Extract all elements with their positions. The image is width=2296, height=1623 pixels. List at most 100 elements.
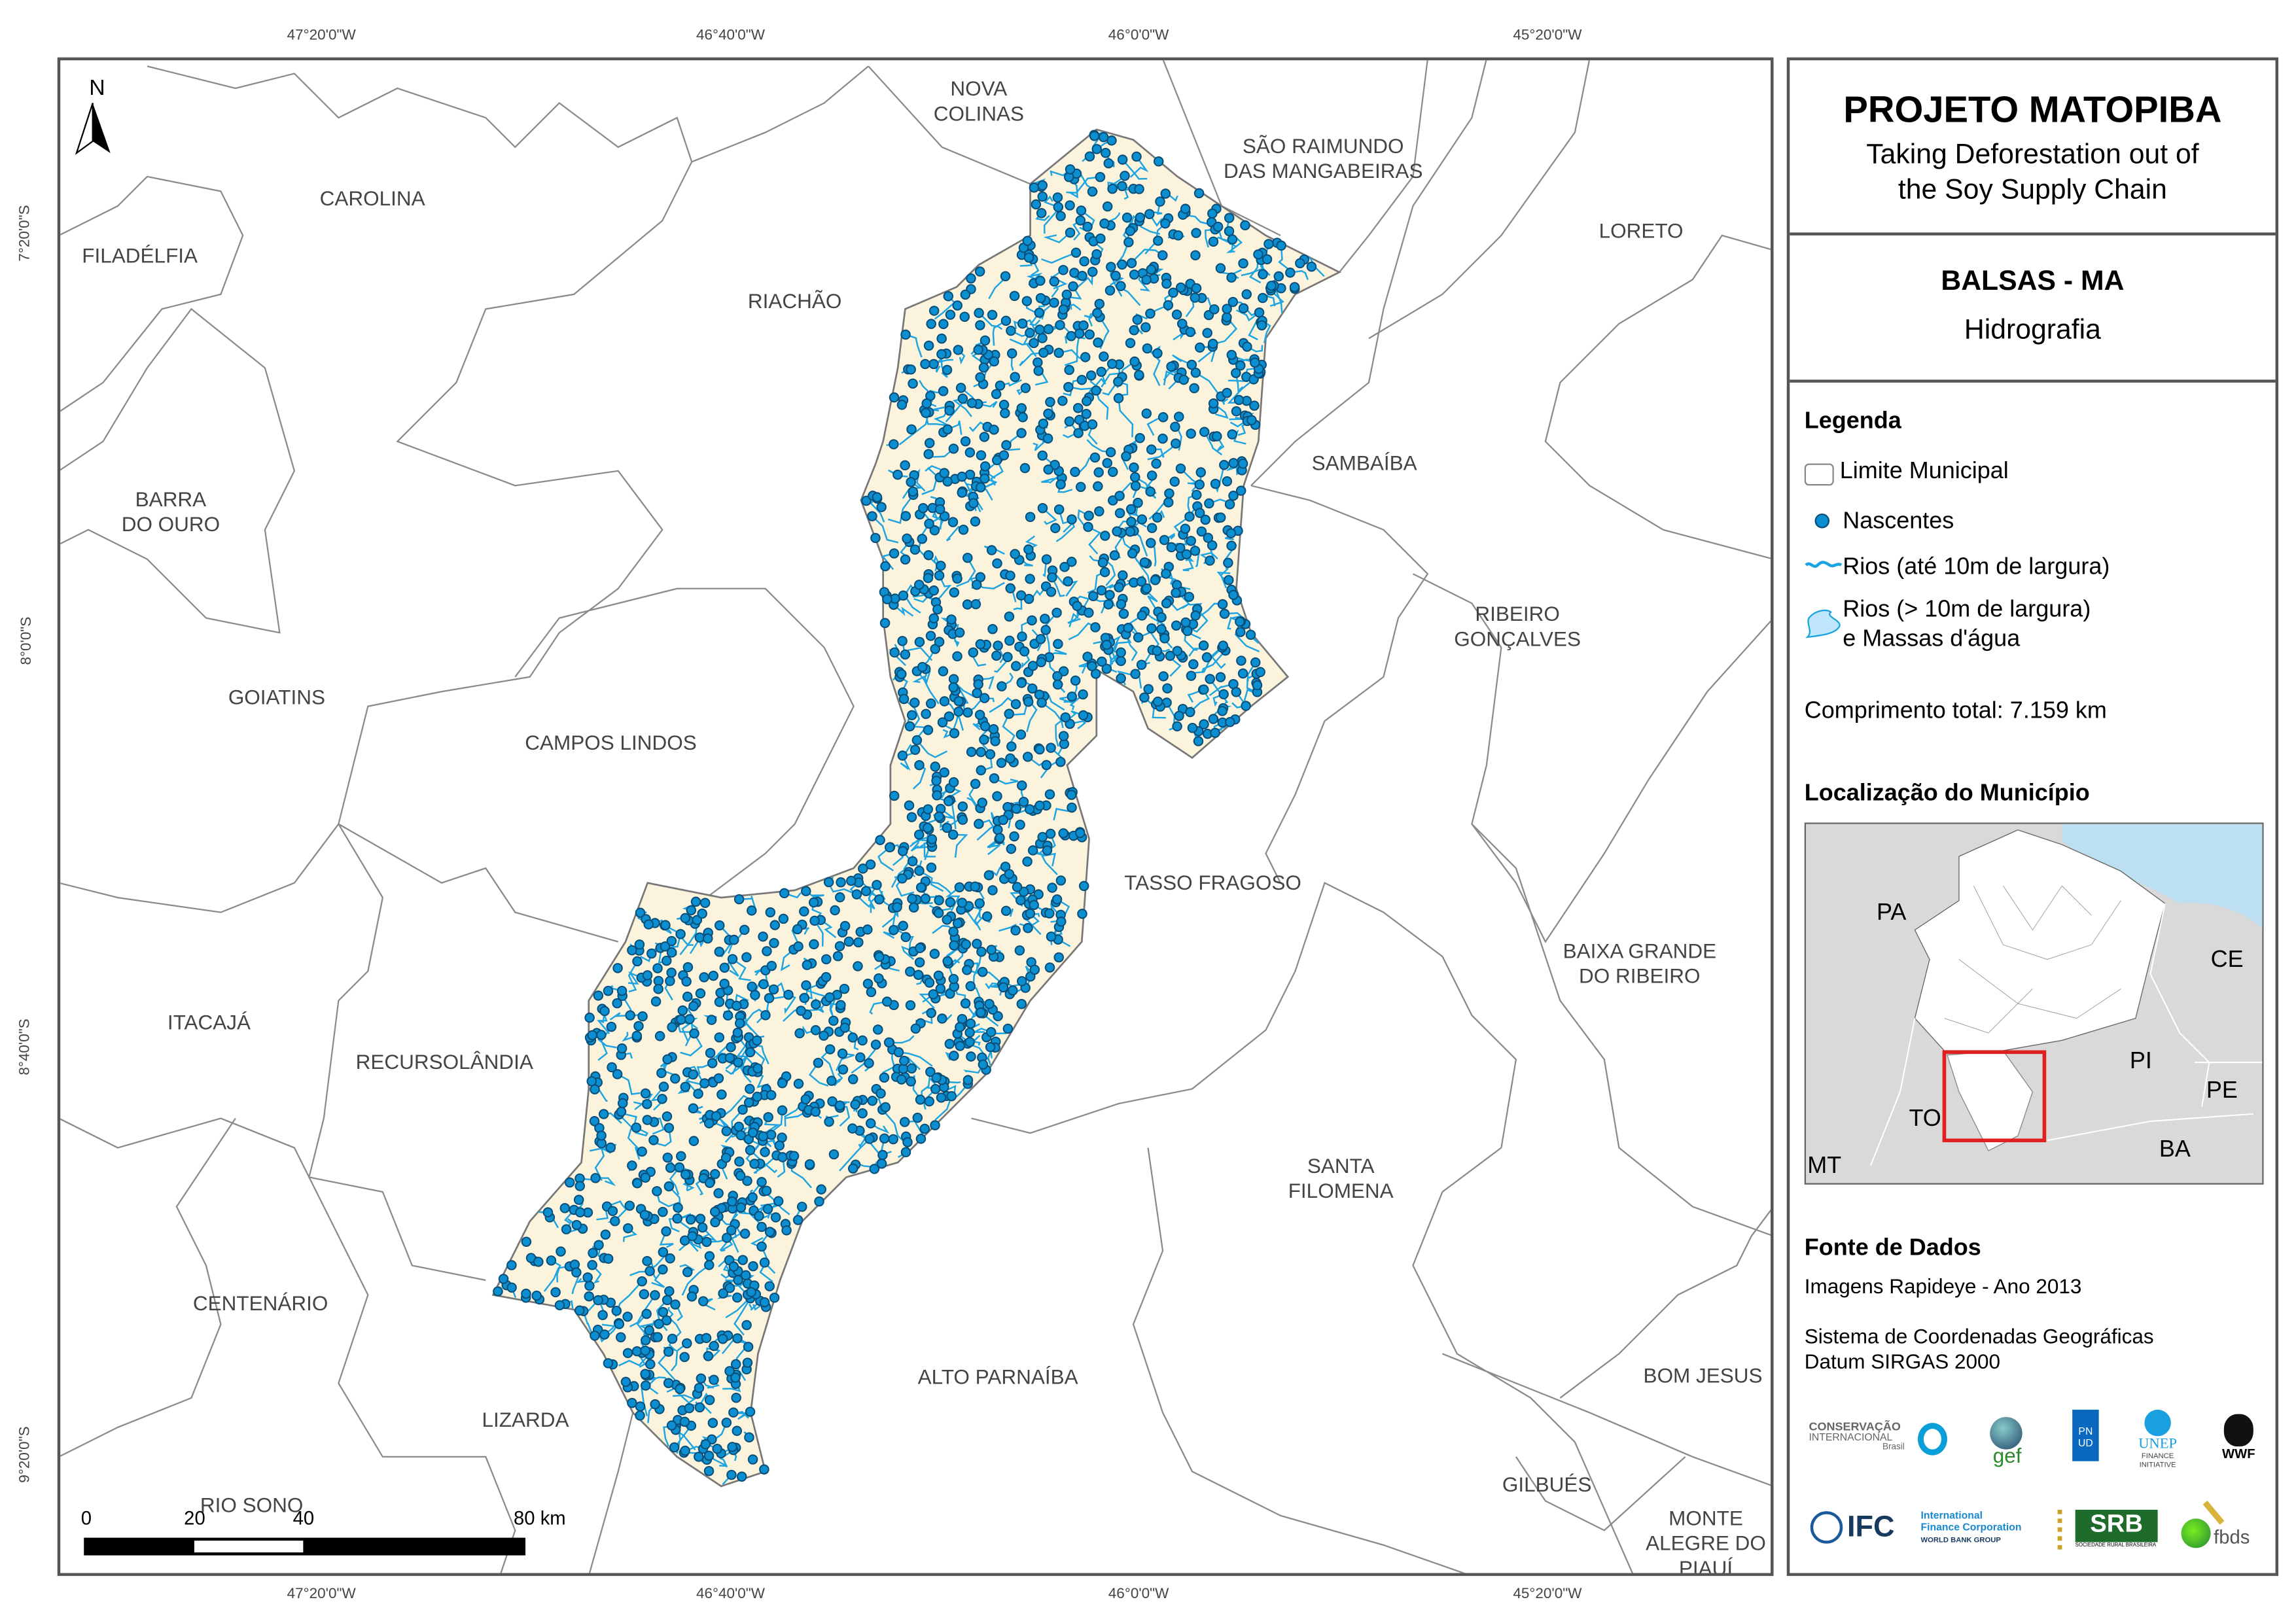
spring-point (1253, 249, 1263, 260)
spring-point (942, 956, 953, 967)
river-segment (830, 886, 857, 896)
spring-point (665, 1253, 675, 1264)
spring-point (1227, 296, 1239, 307)
river-segment (680, 1033, 703, 1056)
spring-point (666, 935, 677, 947)
spring-point (989, 356, 1000, 367)
spring-point (934, 504, 945, 515)
spring-point (1052, 192, 1063, 203)
spring-point (1144, 209, 1155, 220)
spring-point (632, 956, 643, 967)
river-segment (582, 1310, 594, 1338)
spring-point (1000, 315, 1012, 326)
map-frame[interactable]: N 0 20 40 80 km NOVA COLINAS SÃO RAIMUNDO D… (57, 57, 1774, 1577)
river-segment (1051, 577, 1065, 597)
spring-point (1016, 590, 1027, 601)
river-segment (754, 968, 766, 976)
river-segment (1055, 716, 1067, 747)
spring-point (908, 486, 919, 497)
spring-point (974, 898, 985, 909)
municipal-boundary-line (1441, 1353, 1771, 1486)
municipal-boundary-line (308, 1177, 516, 1573)
spring-point (821, 971, 832, 983)
spring-point (980, 473, 990, 484)
spring-point (792, 1215, 804, 1225)
river-segment (953, 833, 968, 858)
spring-point (641, 1335, 651, 1346)
spring-point (963, 707, 973, 718)
spring-point (1295, 258, 1305, 269)
river-segment (1041, 252, 1076, 264)
spring-point (906, 424, 917, 435)
spring-point (640, 1345, 650, 1356)
spring-point (1046, 742, 1056, 753)
spring-point (616, 1332, 626, 1343)
spring-point (976, 746, 986, 758)
spring-point (593, 1295, 603, 1306)
river-segment (681, 1264, 710, 1296)
spring-point (792, 924, 803, 935)
spring-point (670, 1073, 680, 1084)
spring-point (1250, 357, 1260, 368)
spring-point (1046, 586, 1057, 597)
spring-point (732, 1425, 743, 1437)
spring-point (872, 880, 882, 890)
spring-point (1201, 652, 1212, 663)
spring-point (756, 1221, 767, 1232)
spring-point (1080, 352, 1091, 362)
spring-point (660, 920, 671, 930)
spring-point (1107, 183, 1118, 194)
spring-point (1052, 671, 1063, 682)
spring-point (847, 1163, 858, 1174)
spring-point (984, 999, 995, 1009)
spring-point (1017, 631, 1027, 642)
spring-point (1045, 396, 1055, 408)
spring-point (906, 364, 916, 375)
spring-point (961, 939, 972, 950)
map-theme: Hidrografia (1964, 315, 2101, 346)
spring-point (959, 311, 970, 323)
spring-point (1057, 395, 1068, 406)
spring-point (1044, 962, 1055, 973)
spring-point (980, 335, 991, 346)
spring-point (693, 1089, 703, 1099)
river-segment (669, 1166, 680, 1195)
river-segment (1101, 584, 1118, 591)
legend-label: Rios (até 10m de largura) (1843, 555, 2110, 580)
spring-point (906, 1063, 917, 1074)
ci-logo: CONSERVAÇÃO INTERNACIONAL Brasil (1809, 1420, 1971, 1467)
spring-point (987, 885, 998, 896)
spring-point (712, 1443, 722, 1454)
river-segment (839, 1138, 870, 1172)
river-segment (1217, 226, 1233, 253)
municipality-label: CENTENÁRIO (192, 1291, 328, 1315)
spring-point (705, 1047, 716, 1058)
spring-point (1129, 269, 1140, 280)
spring-point (664, 1286, 675, 1297)
spring-point (1068, 281, 1078, 292)
spring-point (915, 943, 925, 954)
river-segment (1129, 156, 1149, 178)
spring-point (979, 735, 989, 745)
spring-point (1093, 481, 1103, 492)
municipality-label: RIBEIRO GONÇALVES (1454, 602, 1581, 651)
spring-point (1058, 265, 1069, 275)
spring-point (991, 650, 1002, 661)
spring-point (942, 364, 953, 375)
spring-point (603, 1253, 614, 1264)
spring-point (1037, 831, 1048, 843)
spring-point (990, 736, 1000, 746)
spring-point (1116, 599, 1127, 610)
spring-point (1116, 647, 1126, 658)
river-segment (974, 1027, 992, 1033)
spring-point (768, 984, 779, 995)
spring-point (682, 1266, 693, 1278)
spring-point (855, 1052, 866, 1063)
spring-point (1208, 398, 1219, 409)
spring-point (688, 1103, 699, 1114)
spring-point (684, 1403, 695, 1414)
river-segment (987, 837, 1001, 856)
spring-point (1252, 680, 1263, 691)
spring-point (964, 1037, 975, 1047)
spring-point (1081, 396, 1092, 406)
